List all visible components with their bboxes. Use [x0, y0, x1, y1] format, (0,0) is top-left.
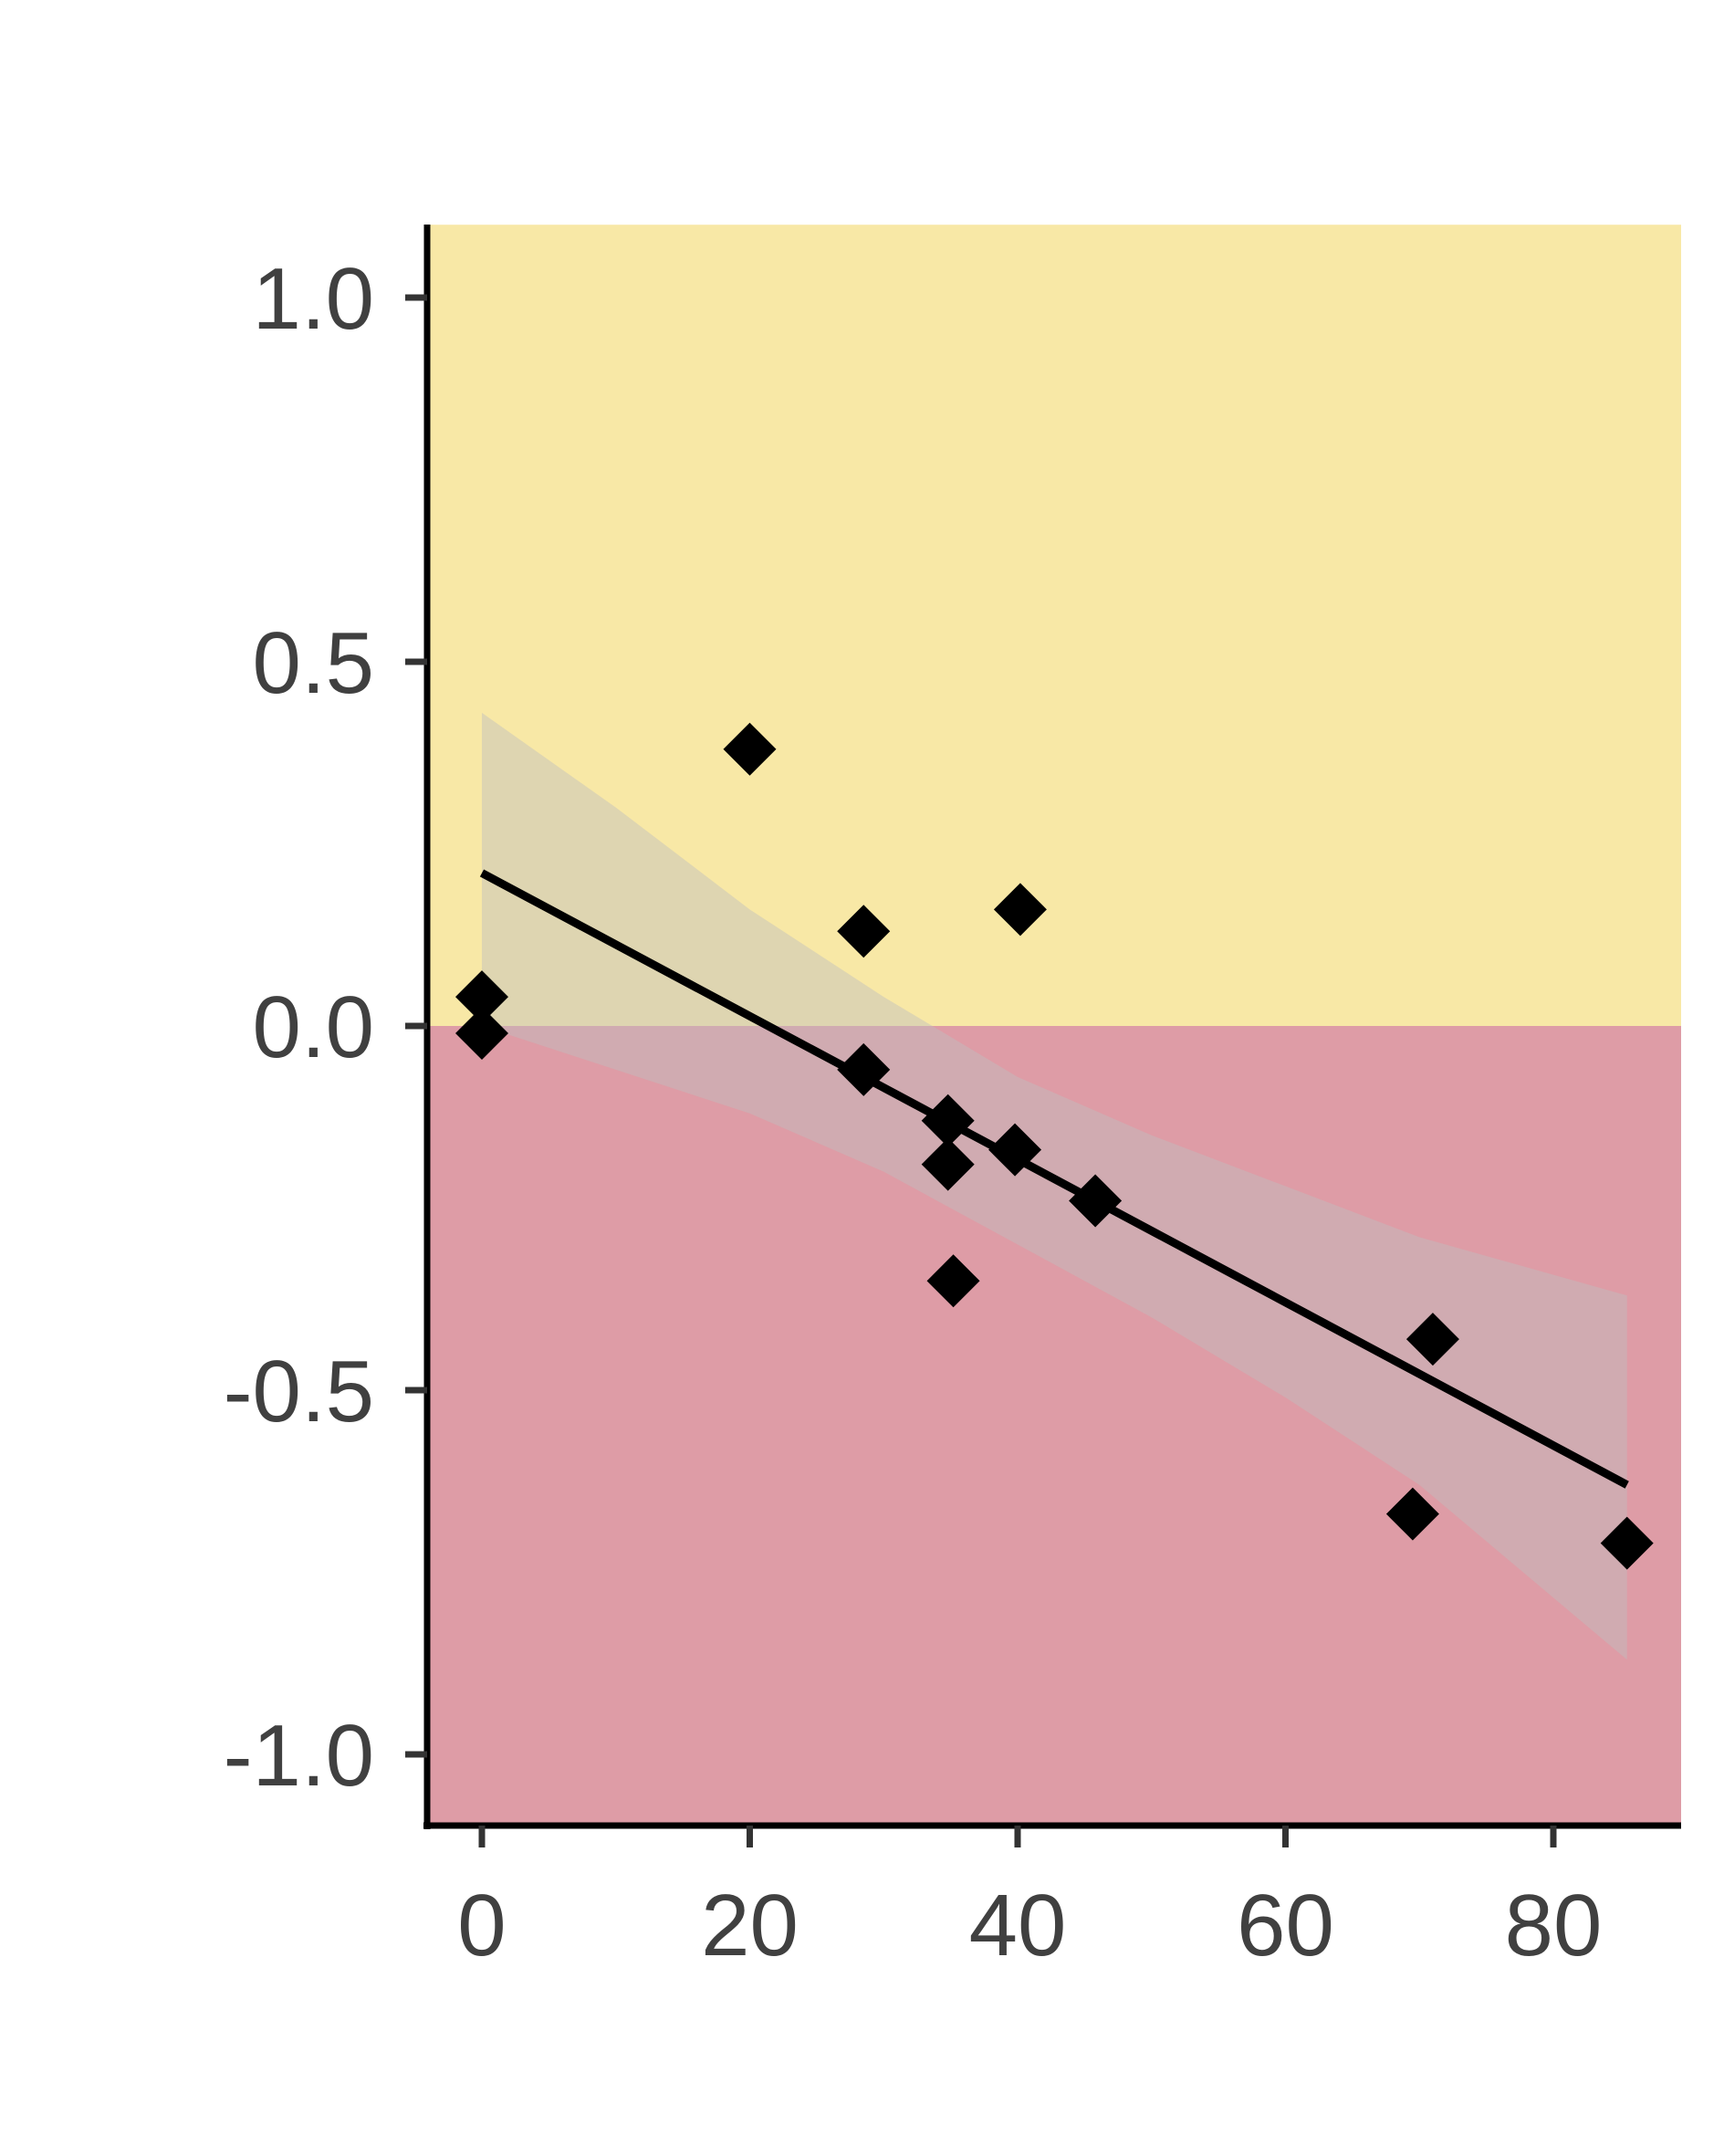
confidence-band-group — [482, 712, 1627, 1660]
x-tick-label: 20 — [701, 1877, 799, 1974]
confidence-band — [482, 712, 1627, 1660]
background-band-negative — [427, 1026, 1681, 1826]
data-point — [1069, 1174, 1123, 1228]
data-point — [926, 1254, 980, 1308]
trend-line — [479, 869, 1629, 1489]
data-point — [993, 883, 1047, 937]
x-tick-label: 40 — [969, 1877, 1067, 1974]
background-band-positive — [427, 225, 1681, 1026]
y-tick-label: -0.5 — [224, 1343, 374, 1440]
data-point — [1405, 1313, 1459, 1366]
data-point — [455, 1006, 508, 1060]
y-tick-label: 0.0 — [253, 979, 374, 1076]
y-tick-label: 0.5 — [253, 614, 374, 712]
trend-line-group — [479, 869, 1629, 1489]
data-point — [988, 1123, 1042, 1177]
y-axis-ticks: 1.0 0.5 0.0 -0.5 -1.0 — [224, 250, 427, 1805]
x-tick-label: 0 — [457, 1877, 506, 1974]
data-point — [1600, 1516, 1654, 1570]
data-point — [837, 1042, 891, 1096]
data-point — [921, 1094, 975, 1147]
y-tick-label: -1.0 — [224, 1707, 374, 1805]
x-tick-label: 80 — [1505, 1877, 1603, 1974]
data-point — [921, 1137, 975, 1191]
x-axis-ticks: 0 20 40 60 80 — [457, 1826, 1602, 1974]
x-tick-label: 60 — [1237, 1877, 1334, 1974]
data-point — [1385, 1487, 1439, 1541]
data-point — [837, 905, 891, 958]
data-point — [455, 970, 508, 1024]
data-point — [723, 722, 777, 776]
background-bands — [427, 225, 1681, 1826]
y-tick-label: 1.0 — [253, 250, 374, 348]
data-points — [455, 722, 1654, 1570]
